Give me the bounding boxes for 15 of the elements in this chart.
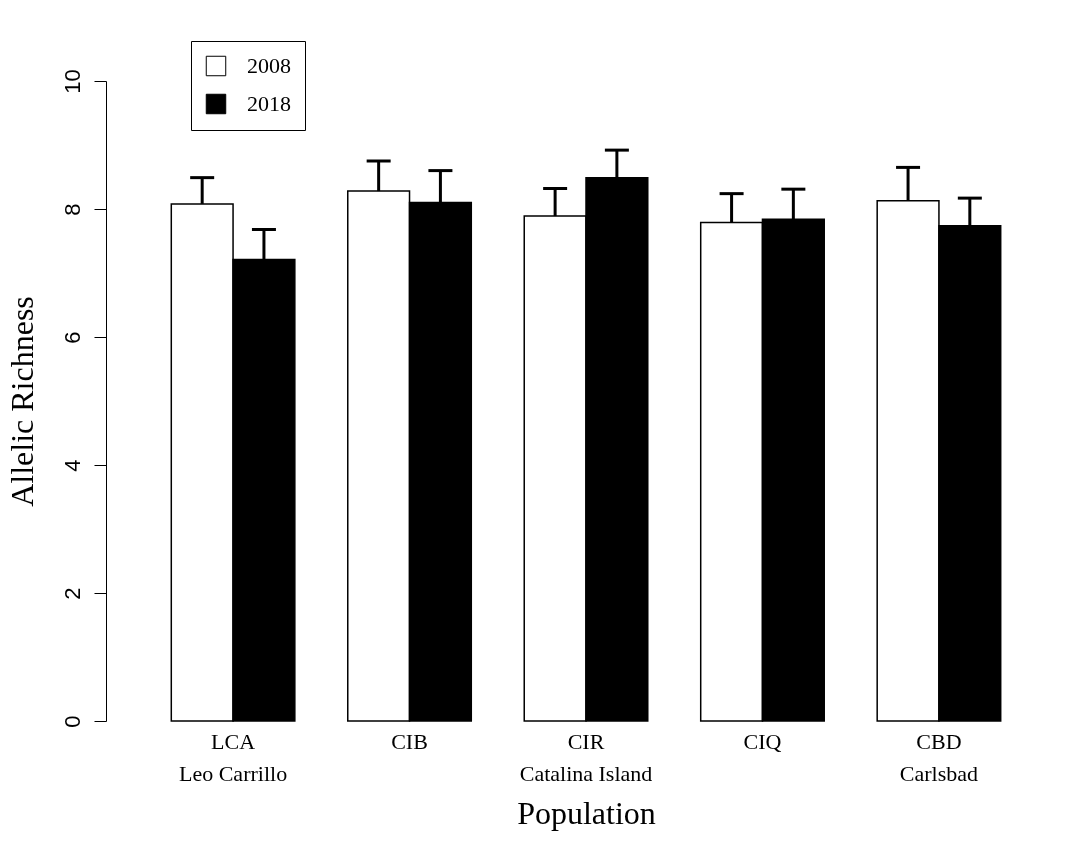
y-tick-label: 2 [59, 587, 85, 600]
y-tick-label: 10 [59, 69, 85, 94]
y-tick-label: 8 [59, 203, 85, 216]
y-tick-label: 6 [59, 331, 85, 344]
x-axis-title: Population [517, 794, 656, 831]
y-axis-title: Allelic Richness [3, 296, 40, 507]
x-tick-label: LCA Leo Carrillo [178, 728, 288, 786]
x-tick-label: CIQ [743, 728, 782, 754]
y-tick-label: 4 [59, 459, 85, 472]
x-tick-label: CBD Carlsbad [899, 728, 979, 786]
legend-label: 2018 [247, 91, 291, 116]
y-tick-label: 0 [59, 715, 85, 728]
legend-label: 2008 [247, 53, 291, 78]
x-tick-label: CIB [391, 728, 428, 754]
x-tick-label: CIR Catalina Island [519, 728, 653, 786]
